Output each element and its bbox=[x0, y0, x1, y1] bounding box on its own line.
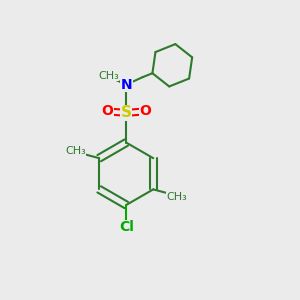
Text: O: O bbox=[140, 104, 152, 118]
Text: N: N bbox=[120, 78, 132, 92]
Text: Cl: Cl bbox=[119, 220, 134, 234]
Text: S: S bbox=[121, 105, 132, 120]
Text: CH₃: CH₃ bbox=[98, 71, 119, 81]
Text: CH₃: CH₃ bbox=[167, 192, 188, 202]
Text: O: O bbox=[101, 104, 113, 118]
Text: CH₃: CH₃ bbox=[65, 146, 86, 156]
